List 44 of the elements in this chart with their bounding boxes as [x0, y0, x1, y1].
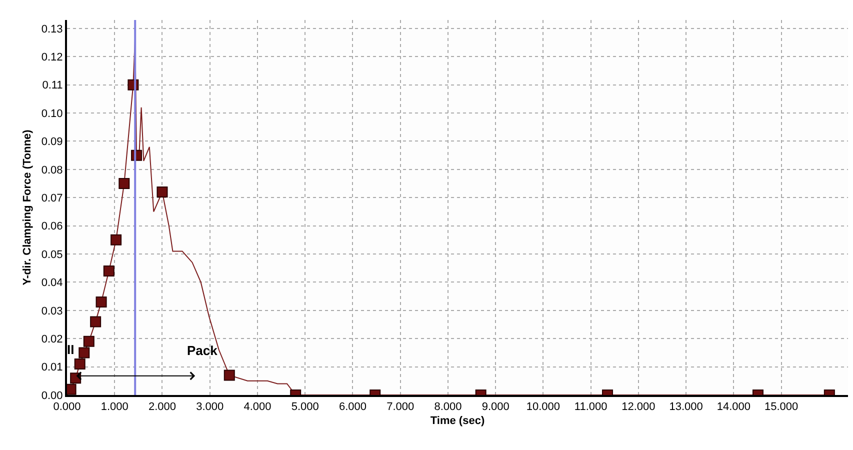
- y-tick-label: 0.09: [41, 136, 63, 148]
- x-tick-label: 1.000: [100, 401, 128, 414]
- annotation: Pack: [187, 343, 218, 358]
- point: [74, 358, 86, 370]
- y-axis-title: Y-dir. Clamping Force (Tonne): [22, 129, 34, 286]
- point: [83, 336, 94, 347]
- x-tick-label: 13.000: [669, 401, 703, 414]
- x-axis-title: Time (sec): [430, 414, 485, 427]
- y-tick-label: 0.08: [41, 164, 63, 176]
- point: [103, 265, 114, 276]
- point: [78, 347, 90, 358]
- x-tick-label: 8.000: [434, 401, 462, 414]
- x-tick-label: 11.000: [574, 401, 608, 414]
- point: [96, 296, 107, 308]
- x-tick-label: 2.000: [148, 401, 176, 414]
- annotation: II: [67, 342, 74, 357]
- point: [224, 370, 235, 381]
- x-tick-label: 5.000: [291, 401, 319, 414]
- y-tick-label: 0.00: [41, 390, 63, 402]
- y-tick-label: 0.06: [41, 220, 63, 233]
- y-tick-label: 0.03: [41, 305, 63, 318]
- y-tick-label: 0.11: [42, 80, 63, 92]
- y-tick-label: 0.01: [41, 362, 63, 374]
- y-tick-label: 0.05: [41, 248, 63, 261]
- x-tick-label: 6.000: [338, 401, 366, 414]
- point: [90, 316, 102, 328]
- y-tick-label: 0.04: [41, 277, 63, 290]
- x-tick-label: 12.000: [622, 401, 656, 414]
- x-tick-label: 7.000: [386, 401, 414, 414]
- y-tick-label: 0.02: [41, 333, 63, 346]
- point: [110, 234, 122, 246]
- x-tick-label: 10.000: [526, 401, 560, 414]
- x-tick-label: 9.000: [482, 401, 510, 414]
- point: [156, 186, 168, 198]
- point: [118, 178, 130, 190]
- x-tick-label: 4.000: [244, 401, 272, 414]
- y-tick-label: 0.07: [41, 192, 63, 204]
- y-tick-label: 0.10: [41, 108, 63, 120]
- y-tick-label: 0.12: [41, 52, 63, 64]
- x-tick-label: 3.000: [196, 401, 224, 414]
- x-tick-label: 0.000: [53, 401, 81, 414]
- y-tick-label: 0.13: [41, 23, 63, 36]
- x-tick-label: 14.000: [716, 401, 751, 414]
- x-tick-label: 15.000: [764, 401, 798, 414]
